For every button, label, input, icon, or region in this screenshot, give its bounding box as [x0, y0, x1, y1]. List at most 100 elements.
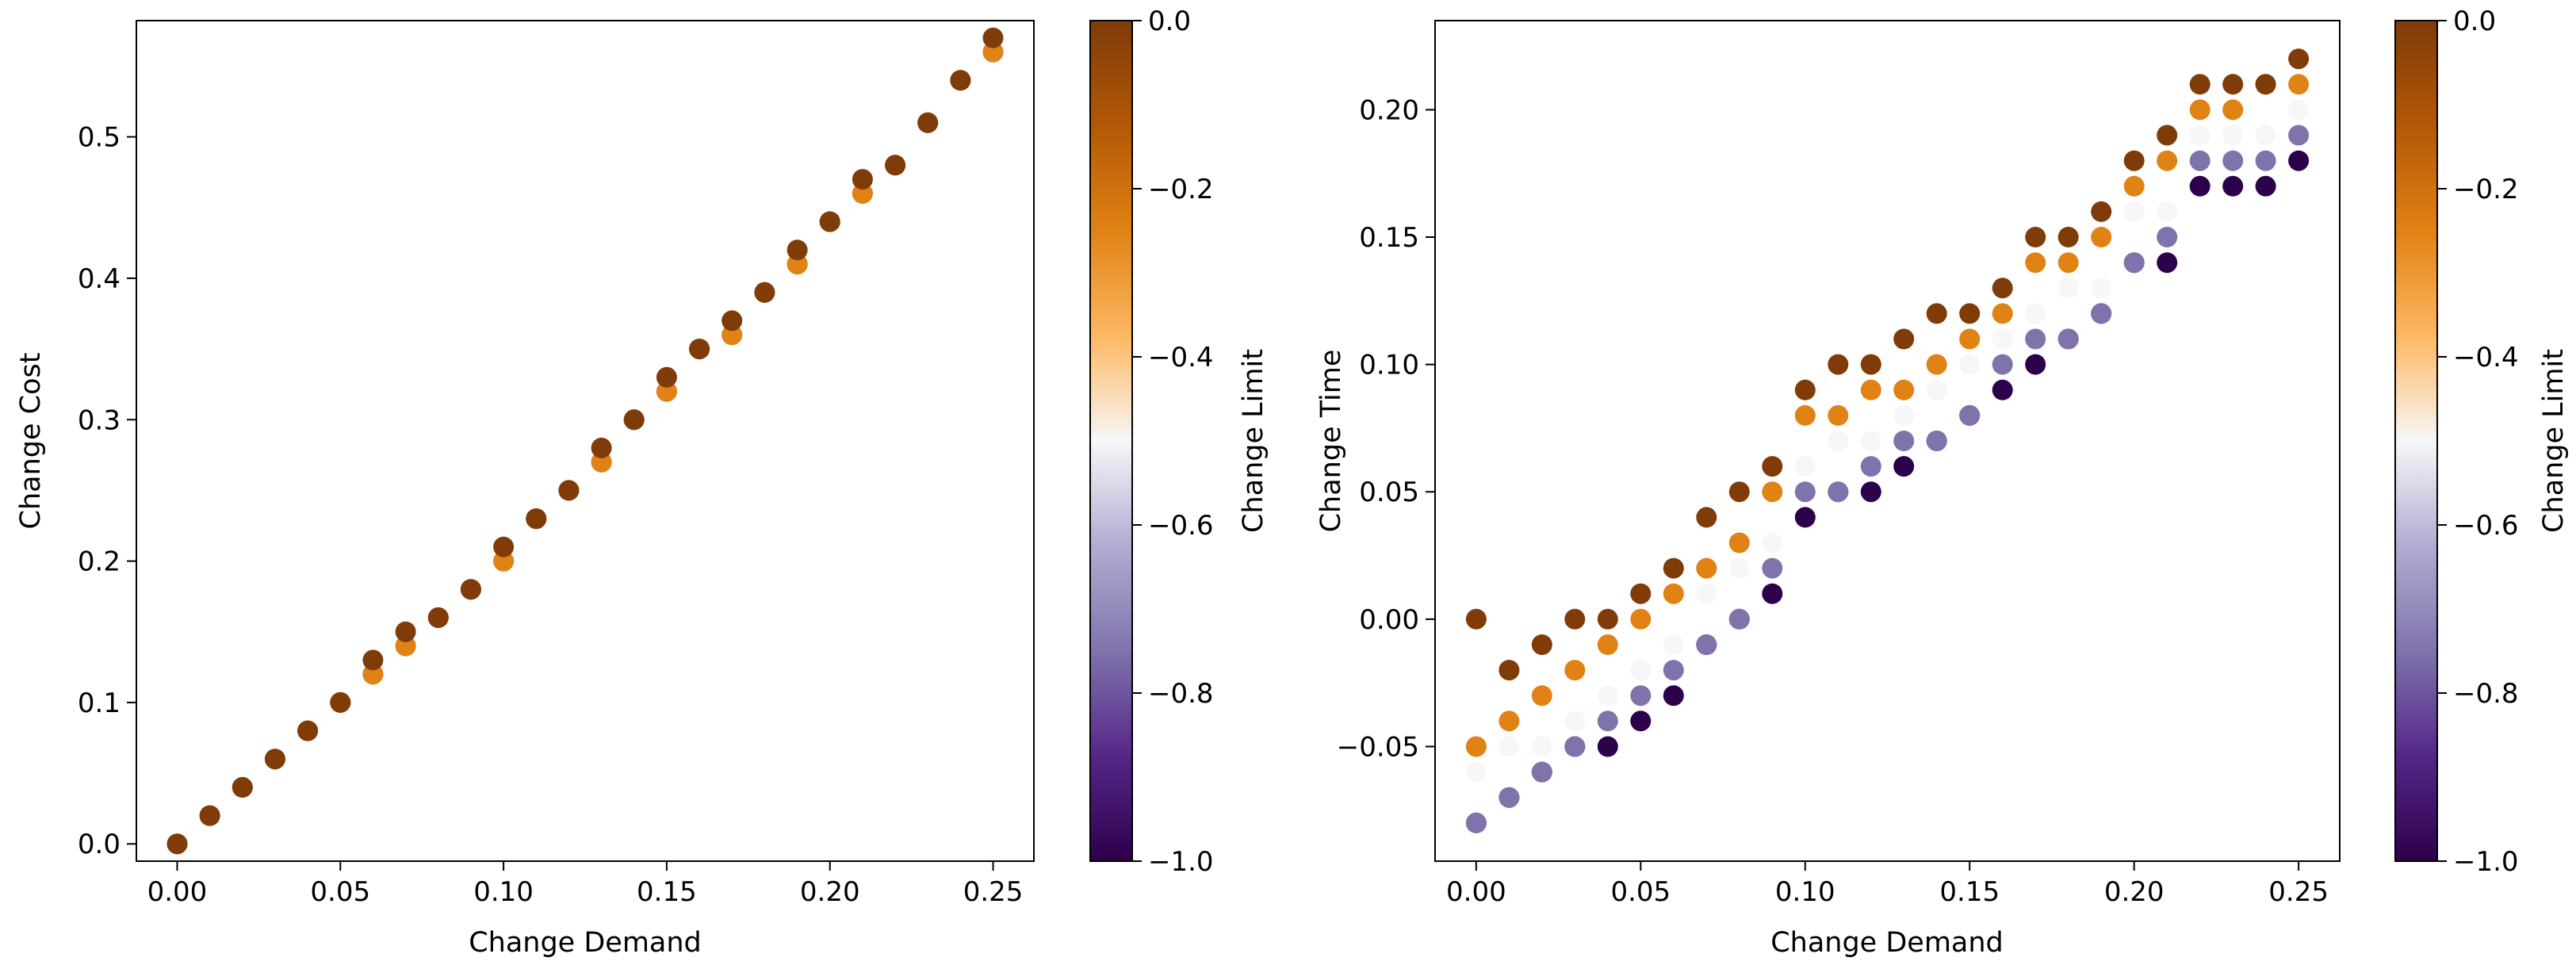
scatter-point [2288, 99, 2310, 121]
colorbar-tick-label: −0.2 [1148, 174, 1214, 205]
scatter-point [1762, 456, 1783, 477]
scatter-point [2025, 354, 2046, 375]
scatter-point [1531, 634, 1552, 655]
scatter-point [1696, 557, 1717, 579]
scatter-point [1728, 608, 1750, 630]
colorbar-tick-label: −1.0 [1148, 846, 1214, 878]
scatter-point [1794, 379, 1816, 400]
scatter-point [2189, 99, 2210, 121]
y-tick-label: −0.05 [1337, 731, 1419, 763]
scatter-point [2222, 175, 2244, 197]
scatter-point [1893, 328, 1915, 350]
scatter-point [1959, 303, 1981, 324]
colorbar-label-time: Change Limit [2538, 349, 2570, 533]
scatter-point [689, 339, 710, 360]
scatter-point [2025, 303, 2046, 324]
y-tick-label: 0.5 [78, 122, 121, 154]
colorbar-tick-label: −0.2 [2453, 174, 2519, 205]
colorbar-tick-label: −0.4 [2453, 342, 2519, 373]
scatter-point [395, 621, 416, 642]
scatter-point [1992, 354, 2013, 375]
y-tick-label: 0.0 [78, 829, 121, 860]
scatter-point [1630, 583, 1652, 604]
scatter-points-cost [167, 27, 1004, 855]
scatter-point [1794, 456, 1816, 477]
scatter-point [2222, 99, 2244, 121]
scatter-points-time [1465, 48, 2310, 833]
x-tick-label: 0.05 [310, 876, 370, 908]
scatter-point [1499, 660, 1520, 681]
scatter-point [1597, 634, 1618, 655]
scatter-point [2255, 175, 2276, 197]
scatter-point [1893, 456, 1915, 477]
scatter-point [1728, 532, 1750, 553]
colorbar-tick-label: −0.6 [2453, 510, 2519, 542]
scatter-point [1828, 431, 1849, 451]
x-tick-label: 0.00 [147, 876, 208, 908]
scatter-point [754, 282, 775, 303]
scatter-point [1893, 404, 1915, 426]
scatter-point [1499, 736, 1520, 757]
y-tick-label: 0.2 [78, 546, 121, 578]
x-tick-label: 0.15 [637, 876, 697, 908]
scatter-point [1663, 660, 1684, 681]
scatter-point [2025, 328, 2046, 350]
scatter-point [2123, 150, 2145, 171]
scatter-point [2255, 150, 2276, 171]
y-tick-label: 0.10 [1359, 350, 1419, 381]
scatter-point [722, 310, 743, 331]
scatter-point [395, 635, 416, 657]
scatter-point [2091, 303, 2112, 324]
scatter-point [1696, 507, 1717, 528]
scatter-point [1992, 379, 2013, 400]
x-tick-label: 0.20 [800, 876, 860, 908]
scatter-point [1794, 404, 1816, 426]
scatter-point [1959, 354, 1981, 375]
y-tick-label: 0.20 [1359, 94, 1419, 126]
scatter-point [330, 691, 351, 713]
scatter-point [1465, 736, 1487, 757]
scatter-point [460, 579, 481, 600]
scatter-point [2288, 150, 2310, 171]
colorbar-tick-label: −0.8 [2453, 678, 2519, 710]
scatter-point [1992, 278, 2013, 299]
axes-frame-time [1434, 20, 2341, 862]
scatter-point [2057, 328, 2079, 350]
scatter-point [2123, 252, 2145, 274]
x-tick-label: 0.20 [2104, 876, 2165, 908]
scatter-point [1564, 736, 1586, 757]
scatter-point [1860, 456, 1881, 477]
scatter-point [819, 211, 840, 232]
x-tick-label: 0.10 [473, 876, 534, 908]
scatter-point [917, 112, 939, 133]
scatter-point [2288, 124, 2310, 146]
scatter-point [232, 776, 253, 798]
scatter-point [1465, 761, 1487, 783]
scatter-point [427, 607, 449, 628]
scatter-point [982, 41, 1004, 63]
axes-frame-cost [136, 20, 1035, 862]
scatter-point [2057, 252, 2079, 274]
scatter-point [2091, 201, 2112, 222]
x-tick-label: 0.10 [1775, 876, 1835, 908]
scatter-point [1597, 685, 1618, 707]
scatter-point [1762, 532, 1783, 553]
y-tick-label: 0.00 [1359, 604, 1419, 636]
scatter-point [1696, 583, 1717, 604]
scatter-point [2222, 150, 2244, 171]
scatter-point [591, 451, 612, 473]
scatter-point [1663, 634, 1684, 655]
scatter-point [1597, 608, 1618, 630]
scatter-point [2189, 175, 2210, 197]
scatter-point [787, 239, 808, 261]
scatter-point [2025, 227, 2046, 247]
scatter-point [362, 664, 384, 685]
colorbar-tick-label: −1.0 [2453, 846, 2519, 878]
scatter-point [2123, 201, 2145, 222]
x-tick-label: 0.15 [1939, 876, 2000, 908]
colorbar-tick-label: 0.0 [1148, 6, 1191, 37]
scatter-point [1728, 557, 1750, 579]
scatter-point [1531, 761, 1552, 783]
x-ticks-time: 0.00 0.05 0.10 0.15 0.20 0.25 [1446, 861, 2329, 908]
scatter-point [526, 508, 547, 530]
